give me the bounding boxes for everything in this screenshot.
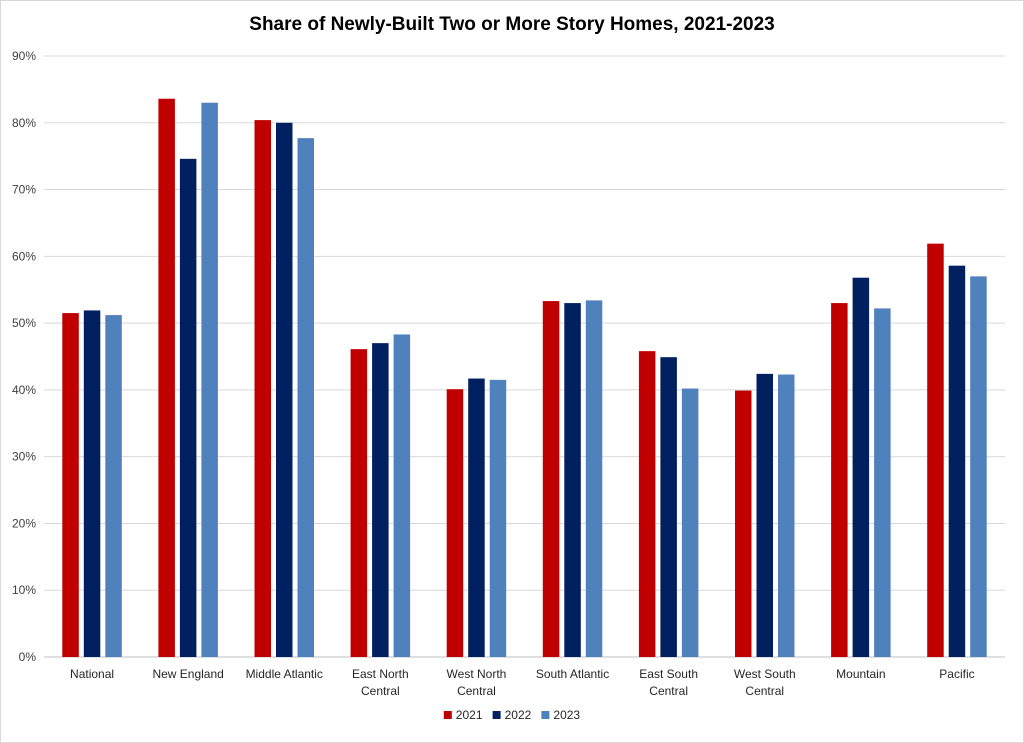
x-tick-label: Central (745, 684, 784, 698)
x-tick-label: Middle Atlantic (246, 667, 323, 681)
bar-2021 (735, 390, 752, 657)
y-tick-label: 40% (12, 383, 36, 397)
bar-2023 (970, 276, 987, 657)
x-tick-label: East North (352, 667, 409, 681)
y-axis-labels: 0% 10% 20% 30% 40% 50% 60% 70% 80% 90% (12, 49, 36, 664)
legend-label: 2023 (553, 708, 580, 722)
y-tick-label: 10% (12, 583, 36, 597)
bar-2023 (681, 388, 699, 657)
x-axis-labels: National New England Middle Atlantic East N… (70, 667, 975, 698)
bar-2022 (660, 357, 677, 657)
bar-2022 (179, 158, 197, 658)
bar-2023 (778, 374, 795, 657)
x-tick-label: New England (152, 667, 223, 681)
bar-2022 (564, 303, 581, 657)
x-tick-label: East South (639, 667, 698, 681)
bar-2022 (852, 277, 870, 657)
bar-2022 (756, 373, 773, 657)
bar-2023 (393, 334, 411, 657)
legend-swatch-2023 (541, 711, 550, 719)
y-tick-label: 30% (12, 450, 36, 464)
bar-2021 (350, 349, 368, 657)
x-tick-label: West South (734, 667, 796, 681)
x-tick-label: Mountain (836, 667, 885, 681)
bar-2023 (874, 308, 891, 657)
x-tick-label: Pacific (939, 667, 974, 681)
y-tick-label: 60% (12, 249, 36, 263)
bar-2023 (489, 379, 507, 657)
chart-title: Share of Newly-Built Two or More Story H… (249, 14, 775, 35)
y-tick-label: 50% (12, 316, 36, 330)
bars (62, 98, 987, 658)
bar-2022 (372, 343, 389, 657)
bar-2022 (948, 265, 966, 657)
x-tick-label: Central (649, 684, 688, 698)
bar-2021 (62, 313, 79, 657)
bar-2021 (158, 98, 175, 657)
x-tick-label: National (70, 667, 114, 681)
bar-2022 (276, 122, 293, 658)
x-tick-label: Central (361, 684, 400, 698)
bar-2023 (585, 300, 603, 657)
x-tick-label: Central (457, 684, 496, 698)
y-tick-label: 0% (19, 650, 37, 664)
bar-2022 (83, 310, 101, 657)
x-tick-label: West North (447, 667, 507, 681)
y-tick-label: 90% (12, 49, 36, 63)
bar-2021 (638, 351, 656, 657)
bar-2023 (105, 315, 122, 657)
y-tick-label: 80% (12, 116, 36, 130)
bar-2022 (468, 378, 485, 657)
y-tick-label: 70% (12, 183, 36, 197)
bar-2023 (297, 138, 314, 658)
legend-label: 2022 (505, 708, 532, 722)
bar-2021 (542, 301, 560, 657)
bar-2021 (446, 389, 464, 657)
bar-2021 (831, 303, 848, 657)
legend-swatch-2021 (443, 711, 452, 719)
legend: 2021 2022 2023 (443, 708, 580, 722)
legend-label: 2021 (456, 708, 483, 722)
bar-2023 (201, 102, 218, 657)
bar-2021 (254, 120, 271, 657)
bar-2021 (927, 243, 944, 657)
y-tick-label: 20% (12, 516, 36, 530)
x-tick-label: South Atlantic (536, 667, 609, 681)
legend-swatch-2022 (492, 711, 501, 719)
